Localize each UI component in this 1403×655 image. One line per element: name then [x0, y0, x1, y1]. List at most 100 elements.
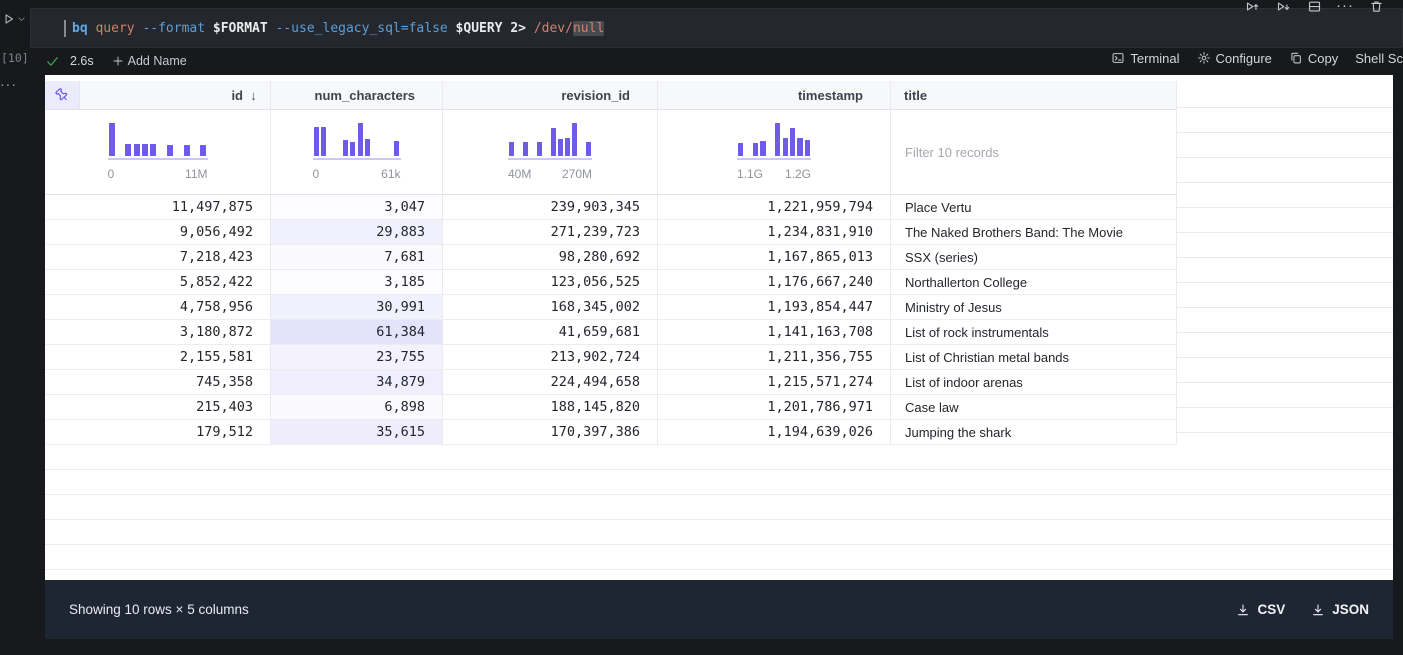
pin-column-header[interactable] — [45, 81, 80, 110]
column-header-num_characters[interactable]: num_characters — [271, 81, 443, 110]
cell-num_characters[interactable]: 34,879 — [271, 370, 443, 395]
cell-actions: Terminal Configure Copy Shell Script — [1111, 46, 1403, 70]
histogram-bar — [804, 139, 810, 156]
column-header-label: revision_id — [561, 87, 630, 103]
cell-timestamp[interactable]: 1,201,786,971 — [658, 395, 891, 420]
cell-timestamp[interactable]: 1,215,571,274 — [658, 370, 891, 395]
cell-id[interactable]: 9,056,492 — [45, 220, 271, 245]
cell-revision_id[interactable]: 239,903,345 — [443, 195, 658, 220]
cell-revision_id[interactable]: 188,145,820 — [443, 395, 658, 420]
cell-id[interactable]: 3,180,872 — [45, 320, 271, 345]
chevron-down-icon — [16, 14, 26, 24]
cell-num_characters[interactable]: 30,991 — [271, 295, 443, 320]
cell-title[interactable]: List of rock instrumentals — [891, 320, 1177, 345]
cell-title[interactable]: Place Vertu — [891, 195, 1177, 220]
cell-id[interactable]: 215,403 — [45, 395, 271, 420]
cell-revision_id[interactable]: 168,345,002 — [443, 295, 658, 320]
delete-cell-button[interactable] — [1367, 0, 1385, 15]
cell-timestamp[interactable]: 1,167,865,013 — [658, 245, 891, 270]
cell-revision_id[interactable]: 123,056,525 — [443, 270, 658, 295]
histogram-bar — [125, 144, 132, 156]
cell-id[interactable]: 179,512 — [45, 420, 271, 445]
configure-button[interactable]: Configure — [1197, 51, 1272, 66]
cell-id[interactable]: 11,497,875 — [45, 195, 271, 220]
cell-num_characters[interactable]: 23,755 — [271, 345, 443, 370]
cell-title[interactable]: Ministry of Jesus — [891, 295, 1177, 320]
column-header-label: title — [904, 87, 928, 103]
cell-revision_id[interactable]: 271,239,723 — [443, 220, 658, 245]
cell-timestamp[interactable]: 1,193,854,447 — [658, 295, 891, 320]
cell-revision_id[interactable]: 98,280,692 — [443, 245, 658, 270]
histogram-bar — [167, 145, 173, 156]
cell-timestamp[interactable]: 1,176,667,240 — [658, 270, 891, 295]
code-token: 2> — [502, 20, 526, 36]
column-header-title[interactable]: title — [891, 81, 1177, 110]
histogram-bar — [565, 137, 570, 156]
table-output: id ↓ num_characters revision_id timestamp tit… — [45, 75, 1393, 580]
cell-id[interactable]: 745,358 — [45, 370, 271, 395]
filter-input[interactable]: Filter 10 records — [891, 110, 1177, 195]
cell-num_characters[interactable]: 3,047 — [271, 195, 443, 220]
cell-id[interactable]: 7,218,423 — [45, 245, 271, 270]
cell-title[interactable]: List of indoor arenas — [891, 370, 1177, 395]
cell-more-icon[interactable]: ··· — [0, 76, 17, 92]
code-token: $FORMAT — [205, 20, 268, 36]
split-cell-button[interactable] — [1305, 0, 1323, 15]
cell-revision_id[interactable]: 213,902,724 — [443, 345, 658, 370]
histogram-range-label: 40M — [508, 167, 532, 181]
cell-timestamp[interactable]: 1,234,831,910 — [658, 220, 891, 245]
terminal-button[interactable]: Terminal — [1111, 51, 1180, 66]
column-header-id[interactable]: id ↓ — [80, 81, 271, 110]
cell-id[interactable]: 2,155,581 — [45, 345, 271, 370]
cell-num_characters[interactable]: 29,883 — [271, 220, 443, 245]
cell-id[interactable]: 4,758,956 — [45, 295, 271, 320]
histogram-bar — [350, 142, 356, 156]
cell-toolbar: ··· — [1243, 0, 1385, 15]
cell-title[interactable]: The Naked Brothers Band: The Movie — [891, 220, 1177, 245]
cell-num_characters[interactable]: 7,681 — [271, 245, 443, 270]
histogram-bar — [523, 142, 528, 156]
cell-title[interactable]: SSX (series) — [891, 245, 1177, 270]
run-cell-button[interactable] — [2, 12, 26, 26]
more-options-icon[interactable]: ··· — [1336, 0, 1354, 14]
cell-num_characters[interactable]: 6,898 — [271, 395, 443, 420]
cell-timestamp[interactable]: 1,211,356,755 — [658, 345, 891, 370]
cell-num_characters[interactable]: 3,185 — [271, 270, 443, 295]
run-all-below-button[interactable] — [1274, 0, 1292, 15]
copy-button[interactable]: Copy — [1289, 51, 1338, 66]
add-name-button[interactable]: Add Name — [112, 54, 187, 68]
histogram-range-label: 0 — [107, 167, 115, 181]
cell-timestamp[interactable]: 1,221,959,794 — [658, 195, 891, 220]
cell-revision_id[interactable]: 41,659,681 — [443, 320, 658, 345]
cell-num_characters[interactable]: 35,615 — [271, 420, 443, 445]
cell-title[interactable]: List of Christian metal bands — [891, 345, 1177, 370]
cell-title[interactable]: Northallerton College — [891, 270, 1177, 295]
download-csv-button[interactable]: CSV — [1236, 602, 1285, 617]
cell-timestamp[interactable]: 1,141,163,708 — [658, 320, 891, 345]
download-label: JSON — [1332, 602, 1369, 617]
row-count-summary: Showing 10 rows × 5 columns — [69, 602, 249, 617]
cell-title[interactable]: Jumping the shark — [891, 420, 1177, 445]
cell-num_characters[interactable]: 61,384 — [271, 320, 443, 345]
column-histogram-timestamp[interactable]: 1.1G 1.2G — [658, 110, 891, 195]
download-label: CSV — [1257, 602, 1286, 617]
column-histogram-revision_id[interactable]: 40M 270M — [443, 110, 658, 195]
column-histogram-id[interactable]: 0 11M — [45, 110, 271, 195]
histogram-bar — [142, 144, 148, 156]
code-line: bq query --format $FORMAT --use_legacy_s… — [72, 9, 605, 47]
cell-timestamp[interactable]: 1,194,639,026 — [658, 420, 891, 445]
column-header-timestamp[interactable]: timestamp — [658, 81, 891, 110]
column-header-revision_id[interactable]: revision_id — [443, 81, 658, 110]
download-json-button[interactable]: JSON — [1311, 602, 1369, 617]
column-histogram-num_characters[interactable]: 0 61k — [271, 110, 443, 195]
cell-revision_id[interactable]: 224,494,658 — [443, 370, 658, 395]
shell-script-button[interactable]: Shell Script — [1355, 51, 1403, 66]
histogram-bar — [752, 142, 759, 156]
code-cell[interactable]: bq query --format $FORMAT --use_legacy_s… — [30, 8, 1403, 48]
delete-cell-icon — [1369, 0, 1384, 14]
table-empty-rows-area — [45, 445, 1393, 580]
run-all-above-button[interactable] — [1243, 0, 1261, 15]
cell-revision_id[interactable]: 170,397,386 — [443, 420, 658, 445]
cell-id[interactable]: 5,852,422 — [45, 270, 271, 295]
cell-title[interactable]: Case law — [891, 395, 1177, 420]
